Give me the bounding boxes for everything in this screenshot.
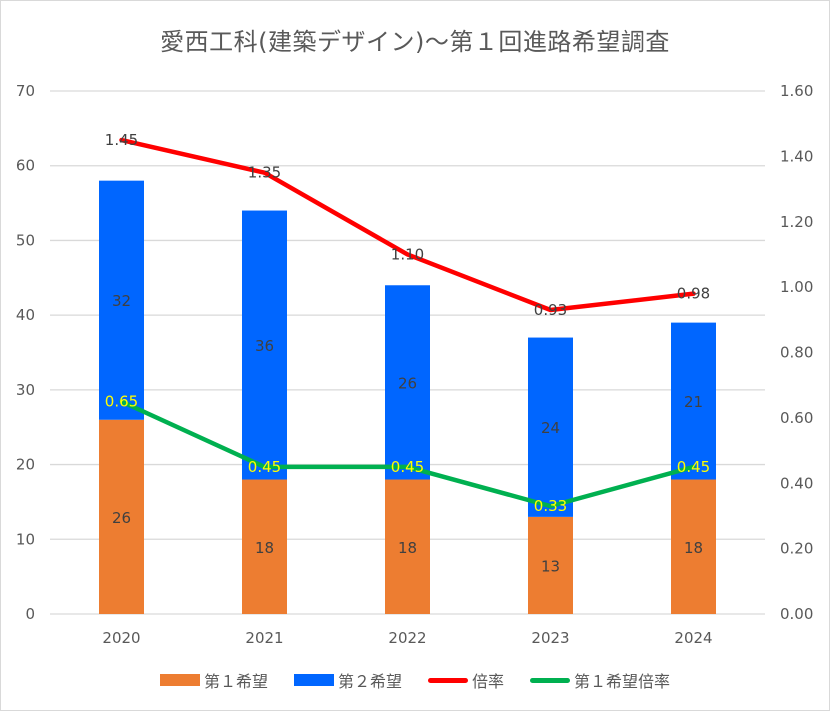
first-choice-ratio-data-label: 0.45 xyxy=(677,458,710,476)
legend-label-ratio: 倍率 xyxy=(472,672,505,691)
legend-swatch-ratio xyxy=(428,677,468,683)
bar-second-choice xyxy=(99,180,144,420)
legend-swatch-first-choice xyxy=(159,674,200,686)
legend-item-ratio: 倍率 xyxy=(428,668,504,692)
y-left-tick-label: 30 xyxy=(16,381,35,399)
y-left-tick-label: 70 xyxy=(16,82,35,100)
bar-label-second-choice: 36 xyxy=(255,337,274,355)
first-choice-ratio-data-label: 0.45 xyxy=(248,458,281,476)
x-tick-label: 2021 xyxy=(245,629,283,647)
first-choice-ratio-data-label: 0.45 xyxy=(391,458,424,476)
bar-label-second-choice: 32 xyxy=(112,292,131,310)
y-right-tick-label: 0.20 xyxy=(780,540,813,558)
bar-label-second-choice: 21 xyxy=(684,393,703,411)
y-right-tick-label: 1.00 xyxy=(780,278,813,296)
y-left-tick-label: 10 xyxy=(16,530,35,548)
y-right-tick-label: 0.60 xyxy=(780,409,813,427)
x-tick-label: 2020 xyxy=(102,629,140,647)
y-left-tick-label: 40 xyxy=(16,306,35,324)
x-tick-label: 2023 xyxy=(531,629,569,647)
bar-second-choice xyxy=(242,210,287,480)
legend-item-first-choice-ratio: 第１希望倍率 xyxy=(530,668,670,692)
y-right-tick-label: 0.80 xyxy=(780,344,813,362)
y-left-tick-label: 20 xyxy=(16,456,35,474)
x-tick-label: 2022 xyxy=(388,629,426,647)
y-right-tick-label: 1.40 xyxy=(780,147,813,165)
y-left-tick-label: 0 xyxy=(25,605,35,623)
y-left-tick-label: 50 xyxy=(16,231,35,249)
y-right-tick-label: 1.20 xyxy=(780,213,813,231)
bar-label-second-choice: 24 xyxy=(541,419,560,437)
y-left-tick-label: 60 xyxy=(16,157,35,175)
y-right-tick-label: 0.00 xyxy=(780,605,813,623)
bar-first-choice xyxy=(528,516,573,614)
legend: 第１希望 第２希望 倍率 第１希望倍率 xyxy=(0,668,830,692)
legend-item-second-choice: 第２希望 xyxy=(293,668,402,692)
legend-swatch-second-choice xyxy=(293,674,334,686)
bar-label-first-choice: 26 xyxy=(112,509,131,527)
bar-label-first-choice: 13 xyxy=(541,557,560,575)
ratio-data-label: 0.98 xyxy=(677,285,710,303)
bar-first-choice xyxy=(385,479,430,614)
bar-second-choice xyxy=(528,337,573,517)
bar-label-first-choice: 18 xyxy=(255,539,274,557)
legend-label-first-choice: 第１希望 xyxy=(203,672,268,691)
first-choice-ratio-data-label: 0.33 xyxy=(534,497,567,515)
legend-label-first-choice-ratio: 第１希望倍率 xyxy=(574,672,671,691)
y-right-tick-label: 1.60 xyxy=(780,82,813,100)
ratio-data-label: 0.93 xyxy=(534,301,567,319)
ratio-data-label: 1.45 xyxy=(105,131,138,149)
x-tick-label: 2024 xyxy=(674,629,712,647)
bar-label-first-choice: 18 xyxy=(398,539,417,557)
bar-first-choice xyxy=(99,419,144,614)
bar-first-choice xyxy=(242,479,287,614)
bar-label-second-choice: 26 xyxy=(398,374,417,392)
ratio-data-label: 1.10 xyxy=(391,245,424,263)
legend-label-second-choice: 第２希望 xyxy=(337,672,402,691)
ratio-data-label: 1.35 xyxy=(248,164,281,182)
chart-title: 愛西工科(建築デザイン)〜第１回進路希望調査 xyxy=(160,28,670,56)
bar-second-choice xyxy=(385,285,430,480)
first-choice-ratio-data-label: 0.65 xyxy=(105,393,138,411)
bar-label-first-choice: 18 xyxy=(684,539,703,557)
legend-swatch-first-choice-ratio xyxy=(530,677,571,683)
legend-item-first-choice: 第１希望 xyxy=(159,668,268,692)
bar-second-choice xyxy=(671,322,716,480)
y-right-tick-label: 0.40 xyxy=(780,474,813,492)
bar-first-choice xyxy=(671,479,716,614)
